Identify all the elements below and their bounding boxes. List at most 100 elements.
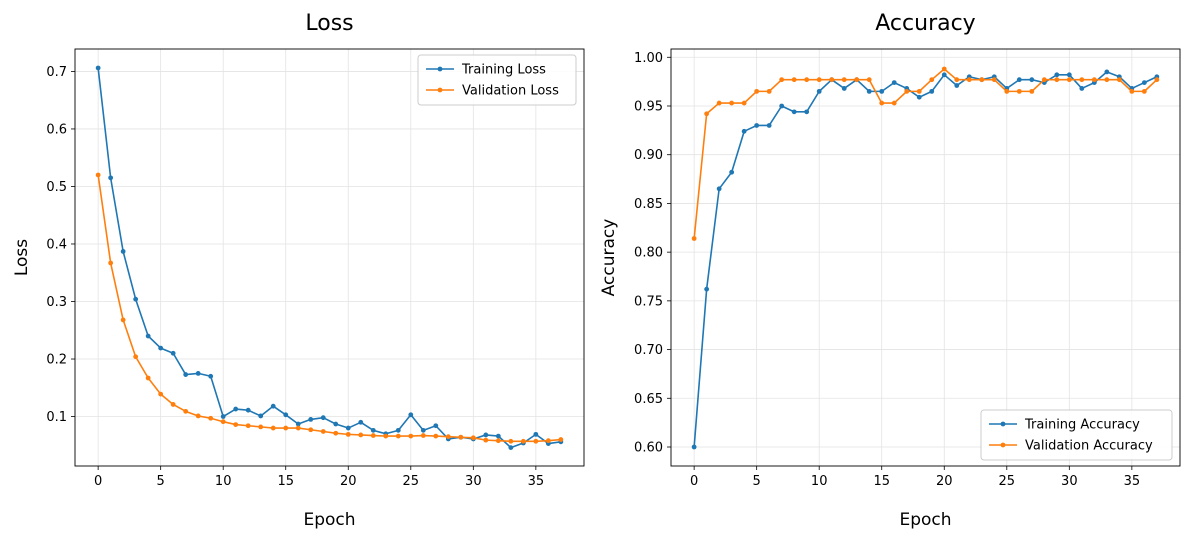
data-point	[295, 425, 301, 431]
data-point	[458, 434, 464, 440]
data-point	[1066, 72, 1072, 78]
data-point	[1016, 77, 1022, 83]
legend-label: Validation Loss	[462, 84, 559, 99]
data-point	[1029, 88, 1035, 94]
legend-box	[980, 409, 1173, 461]
data-point	[1129, 88, 1135, 94]
y-tick-label: 0.7	[46, 65, 67, 80]
data-point	[220, 414, 226, 419]
data-point	[158, 345, 164, 351]
data-point	[145, 333, 151, 339]
x-tick-label: 25	[999, 474, 1016, 489]
y-tick-label: 0.4	[46, 237, 67, 252]
x-tick-label: 10	[811, 474, 828, 489]
data-point	[1079, 77, 1085, 83]
data-point	[966, 77, 972, 83]
x-axis-label: Epoch	[899, 510, 951, 530]
legend-marker	[437, 87, 443, 93]
data-point	[133, 354, 139, 360]
data-point	[270, 403, 276, 409]
data-point	[1041, 77, 1047, 83]
data-point	[358, 419, 364, 425]
x-tick-label: 0	[690, 474, 698, 489]
data-point	[929, 77, 935, 83]
data-point	[754, 123, 760, 128]
data-point	[320, 429, 326, 434]
data-point	[233, 422, 239, 427]
data-point	[1104, 69, 1110, 75]
series-training-accuracy	[691, 69, 1160, 450]
legend: Training Loss Validation Loss	[417, 54, 577, 106]
data-point	[195, 370, 201, 376]
data-point	[483, 437, 489, 443]
x-tick-label: 5	[753, 474, 761, 489]
chart-title: Loss	[305, 11, 353, 36]
data-point	[508, 438, 514, 444]
data-point	[558, 437, 564, 442]
data-point	[1054, 77, 1060, 83]
data-point	[220, 419, 226, 425]
data-point	[1116, 77, 1122, 83]
data-point	[704, 286, 710, 292]
data-point	[533, 431, 539, 437]
data-point	[270, 425, 276, 431]
data-point	[791, 77, 797, 83]
data-point	[891, 80, 897, 86]
data-point	[420, 433, 426, 438]
x-axis-label: Epoch	[303, 510, 355, 530]
x-tick-label: 0	[94, 474, 102, 489]
y-axis-ticks: 0.60 0.65 0.70 0.75 0.80 0.85 0.90 0.95 1.00	[634, 51, 671, 456]
x-axis-ticks: 0 5 10 15 20 25 30 35	[690, 466, 1140, 489]
y-tick-label: 0.60	[634, 441, 663, 456]
grid	[671, 49, 1180, 466]
data-point	[1154, 77, 1160, 83]
x-tick-label: 5	[157, 474, 165, 489]
data-point	[1141, 80, 1147, 86]
data-point	[420, 427, 426, 433]
data-point	[779, 103, 785, 109]
x-tick-label: 25	[403, 474, 420, 489]
data-point	[891, 100, 897, 106]
data-point	[433, 423, 439, 429]
y-tick-label: 1.00	[634, 51, 663, 66]
data-point	[1066, 77, 1072, 83]
plot-frame	[670, 48, 1181, 467]
x-tick-label: 20	[340, 474, 357, 489]
legend-label: Training Loss	[461, 63, 546, 78]
data-point	[941, 72, 947, 78]
data-point	[841, 86, 847, 91]
data-point	[866, 88, 872, 94]
data-point	[483, 432, 489, 438]
data-point	[370, 433, 376, 438]
data-point	[804, 109, 810, 115]
data-point	[333, 421, 339, 427]
y-tick-label: 0.75	[634, 294, 663, 309]
grid	[75, 49, 584, 466]
series-line	[97, 67, 561, 449]
data-point	[370, 427, 376, 433]
data-point	[433, 433, 439, 439]
data-point	[283, 425, 289, 431]
data-point	[716, 186, 722, 192]
data-point	[395, 433, 401, 439]
data-point	[358, 432, 364, 438]
data-point	[729, 169, 735, 175]
series-line	[97, 174, 561, 443]
data-point	[470, 435, 476, 441]
data-point	[108, 260, 114, 266]
data-point	[766, 123, 772, 128]
data-point	[979, 77, 985, 83]
data-point	[1054, 72, 1060, 78]
y-axis-ticks: 0.1 0.2 0.3 0.4 0.5 0.6 0.7	[46, 65, 75, 425]
data-point	[195, 413, 201, 419]
y-axis-label: Loss	[12, 239, 32, 276]
data-point	[1091, 77, 1097, 83]
y-tick-label: 0.80	[634, 246, 663, 261]
legend-label: Validation Accuracy	[1025, 439, 1153, 454]
data-point	[445, 434, 451, 440]
data-point	[395, 427, 401, 433]
data-point	[533, 438, 539, 444]
y-tick-label: 0.85	[634, 197, 663, 212]
data-point	[158, 391, 164, 397]
